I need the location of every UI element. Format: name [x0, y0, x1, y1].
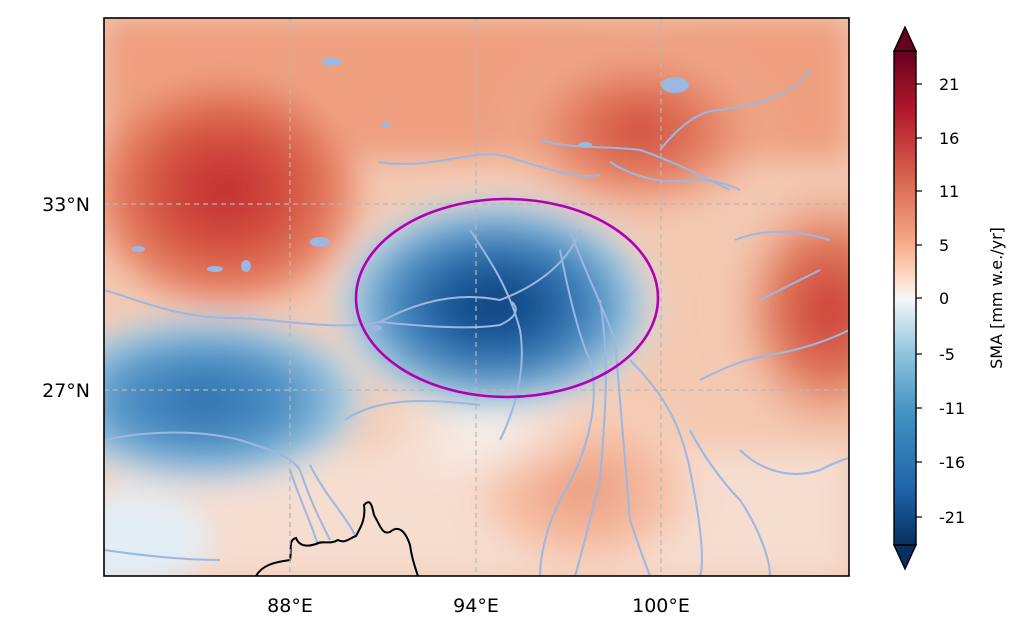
colorbar-tick-label: -11 [939, 399, 965, 418]
lon-label: 88°E [267, 595, 313, 617]
sma-field [104, 18, 849, 576]
lat-label: 33°N [42, 194, 90, 216]
colorbar-tick-label: 0 [939, 289, 949, 308]
rivers [104, 69, 849, 576]
colorbar-tick-label: -5 [939, 345, 955, 364]
colorbar-tick-label: 21 [939, 75, 959, 94]
latitude-labels: 33°N 27°N [42, 194, 90, 402]
colorbar-tick-label: 11 [939, 182, 959, 201]
highlight-ellipse [354, 197, 660, 399]
colorbar-body [893, 50, 917, 546]
colorbar-tick-label: 5 [939, 236, 949, 255]
lon-label: 100°E [632, 595, 690, 617]
gridlines [104, 18, 849, 576]
map-frame [103, 17, 850, 577]
lat-label: 27°N [42, 380, 90, 402]
colorbar-label: SMA [mm w.e./yr] [987, 227, 1006, 369]
colorbar-extend-bottom [892, 544, 918, 571]
longitude-labels: 88°E 94°E 100°E [267, 595, 690, 617]
colorbar: 21 16 11 5 0 -5 -11 -16 -21 SMA [mm w.e.… [892, 25, 1006, 571]
lon-label: 94°E [453, 595, 499, 617]
colorbar-tick-label: -16 [939, 453, 965, 472]
colorbar-extend-top [892, 25, 918, 52]
colorbar-tick-label: 16 [939, 129, 959, 148]
coastline [255, 501, 419, 577]
colorbar-ticks [916, 83, 922, 518]
colorbar-tick-label: -21 [939, 508, 965, 527]
lakes [131, 58, 689, 331]
